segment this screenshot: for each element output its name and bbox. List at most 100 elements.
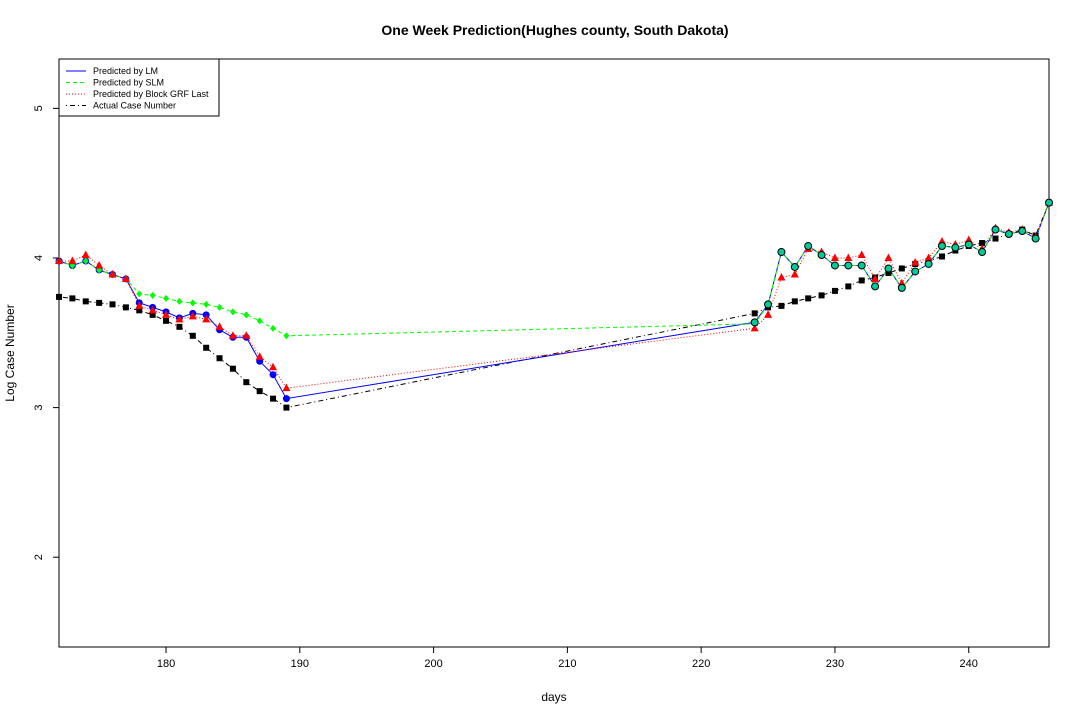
data-point xyxy=(750,318,759,327)
data-point xyxy=(176,297,183,305)
data-point xyxy=(243,379,250,386)
data-point xyxy=(979,240,986,247)
data-point xyxy=(108,269,117,278)
y-tick-label: 3 xyxy=(33,405,45,411)
data-point xyxy=(255,352,264,360)
x-tick-label: 230 xyxy=(826,658,844,670)
data-point xyxy=(121,274,130,282)
data-point xyxy=(790,269,799,278)
data-point xyxy=(269,362,278,371)
data-point xyxy=(95,260,104,269)
data-point xyxy=(911,257,920,266)
y-axis-label: Log Case Number xyxy=(3,304,17,401)
data-point xyxy=(871,282,880,291)
data-point xyxy=(858,277,865,284)
data-point xyxy=(804,242,813,251)
legend-label: Predicted by LM xyxy=(93,66,158,76)
legend-label: Actual Case Number xyxy=(93,101,176,111)
data-point xyxy=(242,331,251,339)
data-point xyxy=(751,310,758,317)
data-point xyxy=(149,311,156,318)
x-tick-label: 180 xyxy=(157,658,175,670)
data-point xyxy=(189,299,196,307)
data-point xyxy=(175,314,184,323)
data-point xyxy=(911,267,920,276)
data-point xyxy=(55,256,63,264)
y-axis: 2 3 4 5 xyxy=(33,105,59,560)
data-point xyxy=(229,365,236,372)
data-point xyxy=(777,248,786,257)
series-line xyxy=(58,202,1050,409)
data-point xyxy=(135,301,144,309)
data-point xyxy=(68,256,77,264)
data-point xyxy=(884,264,893,273)
data-point xyxy=(256,388,263,395)
data-point xyxy=(81,250,90,258)
data-point xyxy=(203,344,210,351)
data-point xyxy=(897,283,906,292)
x-tick-label: 220 xyxy=(692,658,710,670)
data-point xyxy=(750,323,759,332)
x-tick-label: 200 xyxy=(424,658,442,670)
marker-layer xyxy=(55,198,1053,411)
data-point xyxy=(256,317,263,325)
data-point xyxy=(791,298,798,305)
data-point xyxy=(269,371,277,379)
x-axis-label: days xyxy=(541,690,566,704)
x-tick-label: 190 xyxy=(291,658,309,670)
legend-label: Predicted by Block GRF Last xyxy=(93,89,209,99)
data-point xyxy=(283,404,290,411)
data-point xyxy=(82,257,89,265)
series-line xyxy=(59,202,1050,389)
data-point xyxy=(162,310,171,318)
legend-box xyxy=(58,58,220,117)
data-point xyxy=(857,261,866,270)
legend: Predicted by LM Predicted by SLMPredicted… xyxy=(58,58,220,117)
data-point xyxy=(96,299,103,306)
data-point xyxy=(830,253,839,261)
data-point xyxy=(202,314,211,323)
data-point xyxy=(805,295,812,302)
chart-title: One Week Prediction(Hughes county, South… xyxy=(381,22,728,38)
series-line xyxy=(58,202,1050,400)
data-point xyxy=(764,310,773,318)
data-point xyxy=(924,259,933,268)
data-point xyxy=(136,290,143,298)
data-point xyxy=(176,323,183,330)
data-point xyxy=(964,240,973,249)
data-point xyxy=(122,304,129,311)
data-point xyxy=(270,324,277,332)
data-point xyxy=(884,253,893,261)
data-point xyxy=(216,303,223,311)
data-point xyxy=(790,262,799,271)
data-point xyxy=(215,322,224,330)
y-tick-label: 5 xyxy=(33,105,45,111)
data-point xyxy=(283,332,290,340)
data-point xyxy=(845,283,852,290)
data-point xyxy=(898,265,905,272)
data-point xyxy=(857,250,866,258)
data-point xyxy=(203,300,210,308)
data-point xyxy=(189,332,196,339)
data-point xyxy=(778,302,785,309)
data-point xyxy=(817,251,826,259)
data-point xyxy=(830,261,839,270)
data-point xyxy=(82,298,89,305)
data-point xyxy=(871,274,880,282)
data-point xyxy=(885,269,892,276)
data-point xyxy=(109,301,116,308)
data-point xyxy=(282,383,291,392)
x-tick-label: 240 xyxy=(960,658,978,670)
data-point xyxy=(136,307,143,314)
data-point xyxy=(978,248,987,257)
data-point xyxy=(818,292,825,299)
data-point xyxy=(992,235,999,242)
legend-label: Predicted by SLM xyxy=(93,78,164,88)
data-point xyxy=(844,261,853,270)
data-point xyxy=(216,355,223,362)
data-point xyxy=(991,225,1000,234)
data-point xyxy=(831,287,838,294)
y-tick-label: 2 xyxy=(33,554,45,560)
data-point xyxy=(243,311,250,319)
